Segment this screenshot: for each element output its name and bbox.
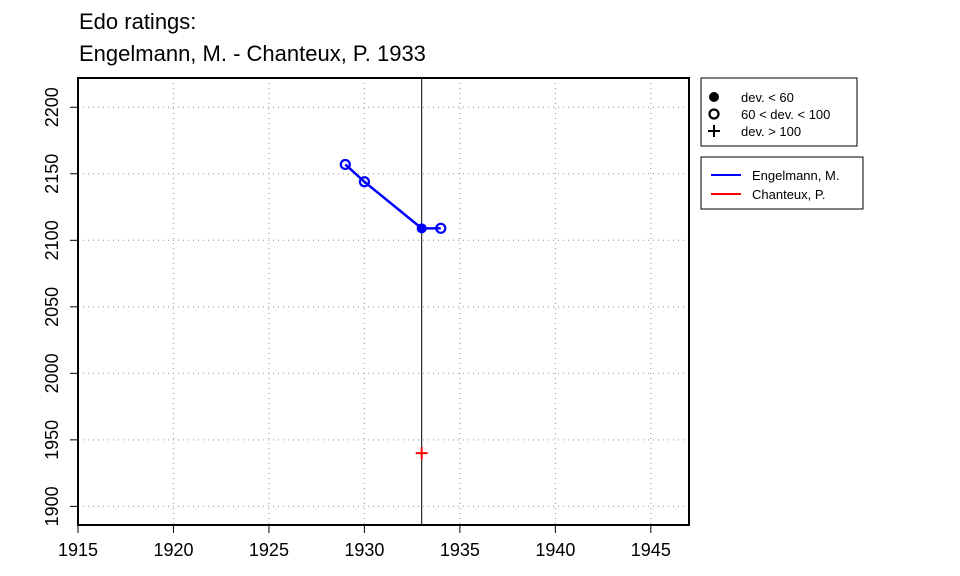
legend-marker-1 xyxy=(708,108,720,120)
y-tick-label-1900: 1900 xyxy=(42,486,62,526)
legend-marker-0 xyxy=(709,92,719,102)
x-tick-label-1925: 1925 xyxy=(249,540,289,560)
y-tick-label-1950: 1950 xyxy=(42,420,62,460)
marker-legend-box xyxy=(700,77,858,147)
data-point-1-0 xyxy=(415,447,428,460)
data-point-0-1 xyxy=(358,176,371,188)
chart-title: Edo ratings: xyxy=(79,9,196,34)
series-legend-label-0: Engelmann, M. xyxy=(752,168,839,183)
y-tick-label-2150: 2150 xyxy=(42,154,62,194)
series-0 xyxy=(339,158,447,234)
x-tick-label-1940: 1940 xyxy=(535,540,575,560)
legend-label-0: dev. < 60 xyxy=(741,90,794,105)
x-tick-label-1915: 1915 xyxy=(58,540,98,560)
data-point-0-3 xyxy=(435,222,447,234)
data-point-0-0 xyxy=(339,158,351,171)
plot-frame xyxy=(77,77,690,526)
legend-marker-2 xyxy=(708,125,720,137)
x-tick-label-1935: 1935 xyxy=(440,540,480,560)
series-line-0 xyxy=(344,163,441,230)
y-tick-label-2200: 2200 xyxy=(42,87,62,127)
series-legend-box xyxy=(700,156,864,210)
y-tick-label-2050: 2050 xyxy=(42,287,62,327)
y-axis: 1900 1950 2000 2050 2100 2150 2200 xyxy=(42,87,79,526)
chart-subtitle: Engelmann, M. - Chanteux, P. 1933 xyxy=(79,41,426,66)
data-point-0-2 xyxy=(416,223,427,234)
legend-label-2: dev. > 100 xyxy=(741,124,801,139)
x-tick-label-1930: 1930 xyxy=(344,540,384,560)
y-tick-label-2100: 2100 xyxy=(42,220,62,260)
x-axis: 1915 1920 1925 1930 1935 1940 1945 xyxy=(58,524,671,560)
series-legend: Engelmann, M. Chanteux, P. xyxy=(700,156,864,210)
series-legend-label-1: Chanteux, P. xyxy=(752,187,825,202)
x-tick-label-1945: 1945 xyxy=(631,540,671,560)
marker-legend: dev. < 60 60 < dev. < 100 dev. > 100 xyxy=(700,77,858,147)
x-tick-label-1920: 1920 xyxy=(153,540,193,560)
grid-lines xyxy=(78,78,689,525)
legend-label-1: 60 < dev. < 100 xyxy=(741,107,830,122)
series-1 xyxy=(415,447,428,460)
y-tick-label-2000: 2000 xyxy=(42,353,62,393)
series-layer xyxy=(339,158,447,460)
